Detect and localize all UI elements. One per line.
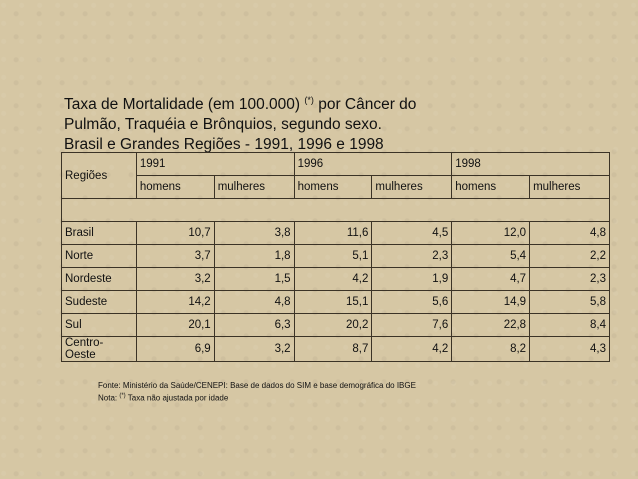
region-cell: Norte (61, 244, 137, 268)
sex-header: mulheres (213, 175, 295, 199)
table-row: Sudeste 14,2 4,8 15,1 5,6 14,9 5,8 (61, 290, 610, 314)
value-cell: 11,6 (293, 221, 373, 245)
table-row: Brasil 10,7 3,8 11,6 4,5 12,0 4,8 (61, 221, 610, 245)
sex-header: mulheres (529, 175, 610, 199)
value-cell: 2,3 (529, 267, 610, 291)
value-cell: 2,3 (371, 244, 453, 268)
value-cell: 4,3 (529, 336, 610, 362)
table-row: Sul 20,1 6,3 20,2 7,6 22,8 8,4 (61, 313, 610, 337)
value-cell: 4,8 (213, 290, 295, 314)
value-cell: 8,7 (293, 336, 373, 362)
year-header: 1991 (135, 152, 295, 176)
year-header: 1996 (293, 152, 453, 176)
source-note: Fonte: Ministério da Saúde/CENEPI: Base … (98, 381, 416, 390)
value-cell: 20,1 (135, 313, 215, 337)
value-cell: 10,7 (135, 221, 215, 245)
value-cell: 5,1 (293, 244, 373, 268)
value-cell: 6,9 (135, 336, 215, 362)
value-cell: 3,2 (135, 267, 215, 291)
region-cell: Sudeste (61, 290, 137, 314)
mortality-table: Regiões 1991 1996 1998 homens mulheres h… (61, 152, 610, 362)
value-cell: 4,8 (529, 221, 610, 245)
region-cell: Sul (61, 313, 137, 337)
rate-note-label: Nota: (98, 393, 120, 403)
value-cell: 8,2 (451, 336, 531, 362)
rate-note: Nota: (*) Taxa não ajustada por idade (98, 391, 416, 404)
blank-cell (61, 198, 610, 222)
value-cell: 1,9 (371, 267, 453, 291)
title-line-3: Brasil e Grandes Regiões - 1991, 1996 e … (64, 136, 384, 154)
regions-header: Regiões (61, 152, 137, 199)
table-title: Taxa de Mortalidade (em 100.000) (*) por… (64, 90, 524, 155)
value-cell: 14,9 (451, 290, 531, 314)
value-cell: 2,2 (529, 244, 610, 268)
rate-note-mark: (*) (119, 393, 126, 399)
value-cell: 3,2 (213, 336, 295, 362)
title-line-1-text: Taxa de Mortalidade (em 100.000) (64, 96, 305, 114)
value-cell: 5,4 (451, 244, 531, 268)
header-sex-row: homens mulheres homens mulheres homens m… (62, 175, 610, 199)
region-cell: Centro-Oeste (61, 336, 137, 362)
header-years-row: Regiões 1991 1996 1998 (61, 152, 610, 199)
table-row: Norte 3,7 1,8 5,1 2,3 5,4 2,2 (61, 244, 610, 268)
sex-header: homens (135, 175, 215, 199)
value-cell: 1,8 (213, 244, 295, 268)
rate-note-text: Taxa não ajustada por idade (125, 393, 229, 403)
sex-header: mulheres (371, 175, 453, 199)
region-cell: Nordeste (61, 267, 137, 291)
table-row: Nordeste 3,2 1,5 4,2 1,9 4,7 2,3 (61, 267, 610, 291)
value-cell: 4,2 (293, 267, 373, 291)
value-cell: 14,2 (135, 290, 215, 314)
title-line-2: Pulmão, Traquéia e Brônquios, segundo se… (64, 116, 382, 134)
value-cell: 3,8 (213, 221, 295, 245)
value-cell: 4,5 (371, 221, 453, 245)
value-cell: 22,8 (451, 313, 531, 337)
footnotes: Fonte: Ministério da Saúde/CENEPI: Base … (98, 380, 416, 404)
value-cell: 8,4 (529, 313, 610, 337)
value-cell: 4,2 (371, 336, 453, 362)
value-cell: 5,8 (529, 290, 610, 314)
value-cell: 6,3 (213, 313, 295, 337)
sex-header: homens (293, 175, 373, 199)
year-header: 1998 (451, 152, 610, 176)
value-cell: 4,7 (451, 267, 531, 291)
value-cell: 5,6 (371, 290, 453, 314)
title-footnote-mark: (*) (304, 95, 314, 105)
blank-row (61, 198, 610, 222)
value-cell: 15,1 (293, 290, 373, 314)
value-cell: 3,7 (135, 244, 215, 268)
title-line-1: Taxa de Mortalidade (em 100.000) (*) por… (64, 90, 524, 115)
value-cell: 12,0 (451, 221, 531, 245)
sex-header: homens (451, 175, 531, 199)
value-cell: 1,5 (213, 267, 295, 291)
region-cell: Brasil (61, 221, 137, 245)
title-line-1-tail: por Câncer do (313, 96, 417, 114)
value-cell: 20,2 (293, 313, 373, 337)
value-cell: 7,6 (371, 313, 453, 337)
table-row: Centro-Oeste 6,9 3,2 8,7 4,2 8,2 4,3 (61, 336, 610, 362)
